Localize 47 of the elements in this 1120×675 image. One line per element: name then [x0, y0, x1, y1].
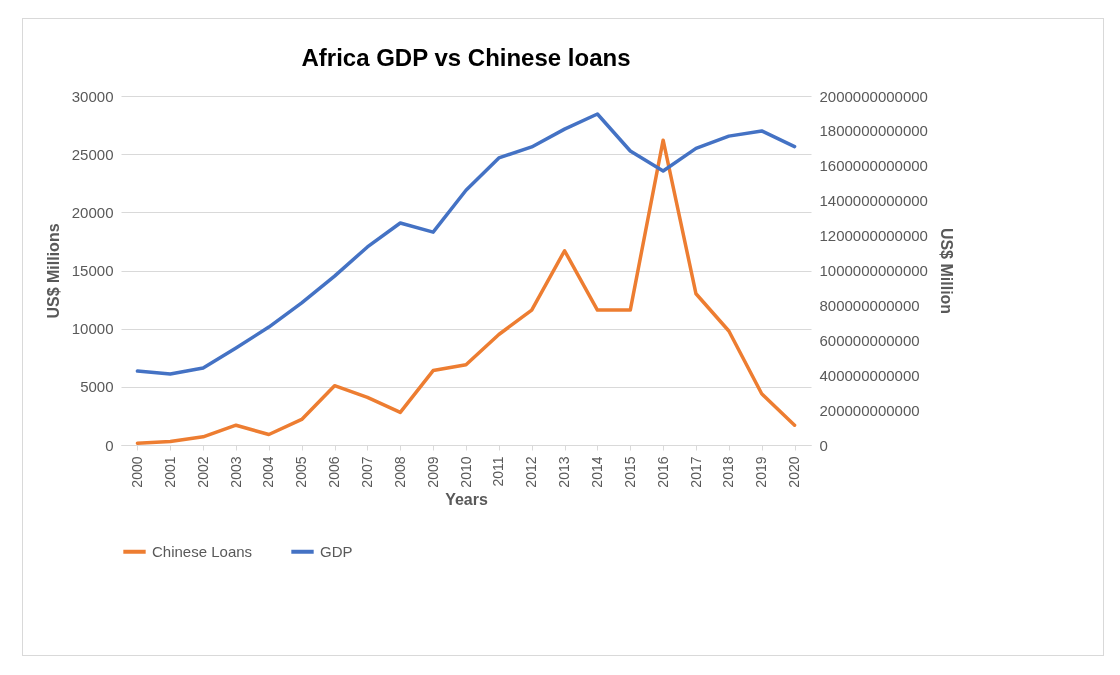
- x-tick-label: 2010: [457, 456, 474, 488]
- y-tick-label: 25000: [71, 145, 114, 163]
- x-tick-label: 2011: [490, 456, 507, 487]
- x-tick-label: 2004: [260, 456, 277, 488]
- x-axis-title: Years: [445, 490, 488, 508]
- x-tick-label: 2020: [786, 456, 803, 488]
- x-tick-label: 2005: [293, 456, 310, 488]
- x-tick-label: 2007: [358, 456, 375, 488]
- y-tick-label: 15000: [71, 262, 114, 279]
- x-tick-label: 2000: [128, 456, 145, 488]
- x-tick-label: 2015: [621, 456, 638, 488]
- legend-label: Chinese Loans: [152, 542, 253, 560]
- x-tick-label: 2017: [687, 456, 704, 488]
- y-tick-label: 10000: [71, 320, 114, 338]
- y-tick-label: 20000: [71, 203, 114, 221]
- x-tick-label: 2008: [391, 456, 408, 488]
- y2-tick-label: 1000000000000: [819, 262, 928, 279]
- y-tick-label: 5000: [80, 378, 114, 396]
- y2-axis-title: US$ Million: [937, 227, 955, 315]
- x-tick-label: 2001: [161, 456, 178, 488]
- y2-tick-label: 1400000000000: [819, 192, 928, 210]
- y2-tick-label: 1200000000000: [819, 227, 928, 245]
- y2-tick-label: 2000000000000: [819, 87, 928, 105]
- y-axis-title: US$ Millions: [44, 223, 62, 319]
- x-tick-label: 2012: [523, 456, 540, 488]
- line-series: [135, 112, 797, 376]
- x-tick-label: 2002: [194, 456, 211, 488]
- x-tick-label: 2019: [753, 456, 770, 488]
- legend-label: GDP: [320, 542, 353, 560]
- chart-title: Africa GDP vs Chinese loans: [301, 44, 631, 71]
- x-tick-label: 2013: [556, 456, 573, 488]
- y2-tick-label: 0: [819, 436, 828, 454]
- y2-tick-label: 600000000000: [819, 331, 920, 349]
- y2-tick-label: 400000000000: [819, 366, 920, 384]
- x-tick-label: 2006: [326, 456, 343, 488]
- y2-tick-label: 1800000000000: [819, 122, 928, 140]
- y-tick-label: 0: [105, 436, 114, 454]
- x-tick-label: 2016: [654, 456, 671, 488]
- y2-tick-label: 200000000000: [819, 401, 920, 419]
- x-tick-label: 2018: [720, 456, 737, 488]
- y2-tick-label: 1600000000000: [819, 157, 928, 175]
- y-tick-label: 30000: [71, 87, 114, 105]
- x-tick-label: 2009: [424, 456, 441, 488]
- x-tick-label: 2003: [227, 456, 244, 488]
- line-series: [135, 138, 797, 446]
- y2-tick-label: 800000000000: [819, 296, 920, 314]
- x-tick-label: 2014: [588, 456, 605, 488]
